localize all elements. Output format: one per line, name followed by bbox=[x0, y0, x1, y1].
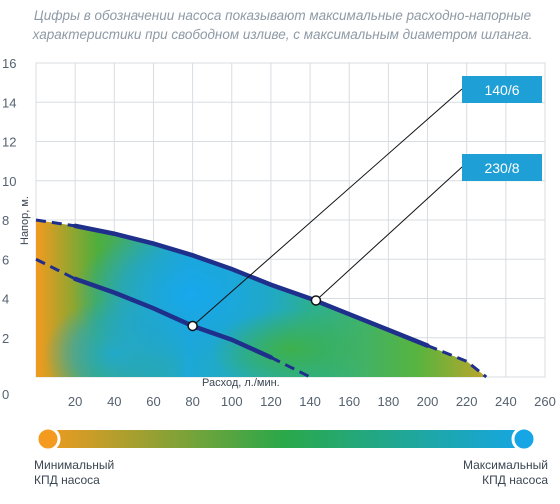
x-tick-label: 140 bbox=[299, 394, 321, 409]
y-tick-label: 10 bbox=[2, 174, 16, 189]
x-tick-label: 60 bbox=[146, 394, 160, 409]
x-tick-label: 160 bbox=[338, 394, 360, 409]
legend-min-line-2: КПД насоса bbox=[34, 473, 100, 487]
x-tick-label: 180 bbox=[378, 394, 400, 409]
x-tick-label: 100 bbox=[221, 394, 243, 409]
x-tick-label: 40 bbox=[107, 394, 121, 409]
note-line-2: характеристики при свободном изливе, с м… bbox=[32, 27, 533, 42]
callout-box bbox=[462, 154, 542, 181]
y-tick-label: 14 bbox=[2, 95, 16, 110]
y-tick-label: 4 bbox=[2, 292, 9, 307]
series-marker bbox=[187, 320, 198, 332]
y-tick-label: 16 bbox=[2, 56, 16, 71]
legend-max-line-1: Максимальный bbox=[462, 458, 548, 472]
x-tick-label: 240 bbox=[495, 394, 517, 409]
y-tick-label: 8 bbox=[2, 213, 9, 228]
efficiency-low-blob bbox=[44, 298, 185, 377]
x-tick-label: 80 bbox=[185, 394, 199, 409]
colorbar-max-knob bbox=[511, 426, 537, 452]
chart-note: Цифры в обозначении насоса показывают ма… bbox=[10, 6, 555, 44]
callouts: 140/6 230/8 bbox=[187, 76, 542, 332]
efficiency-colorbar bbox=[35, 426, 537, 452]
colorbar-min-knob bbox=[35, 426, 61, 452]
legend-max-line-2: КПД насоса bbox=[482, 473, 548, 487]
legend-min-efficiency: Минимальный КПД насоса bbox=[34, 458, 114, 488]
legend-min-line-1: Минимальный bbox=[34, 458, 115, 472]
efficiency-mid-blob bbox=[210, 309, 371, 377]
callout-label: 230/8 bbox=[484, 160, 519, 176]
callout-leader bbox=[192, 88, 463, 327]
x-tick-label: 260 bbox=[534, 394, 556, 409]
x-tick-label: 20 bbox=[68, 394, 82, 409]
colorbar-bar bbox=[40, 430, 528, 448]
callout-box bbox=[462, 76, 542, 103]
y-axis-label: Напор, м. bbox=[19, 196, 31, 245]
callout-label: 140/6 bbox=[484, 82, 519, 98]
series-dashed-end bbox=[270, 356, 311, 379]
curves bbox=[35, 218, 488, 379]
series-line bbox=[72, 223, 430, 348]
note-line-1: Цифры в обозначении насоса показывают ма… bbox=[33, 8, 532, 23]
series-dashed-start bbox=[35, 257, 76, 281]
x-axis-label: Расход, л./мин. bbox=[202, 377, 280, 389]
callout-leader bbox=[315, 166, 463, 301]
ticks: 0 2 4 6 8 10 12 14 16 20 40 60 80 100 120 140 160 180 200 2… bbox=[2, 56, 556, 409]
x-tick-label: 220 bbox=[456, 394, 478, 409]
x-tick-label: 120 bbox=[260, 394, 282, 409]
series-line bbox=[72, 276, 274, 360]
series-marker bbox=[310, 295, 322, 306]
series-dashed-start bbox=[35, 218, 76, 228]
x-tick-label: 200 bbox=[417, 394, 439, 409]
legend-max-efficiency: Максимальный КПД насоса bbox=[463, 458, 548, 488]
y-tick-label: 0 bbox=[2, 387, 9, 402]
y-tick-label: 12 bbox=[2, 135, 16, 150]
y-tick-label: 2 bbox=[2, 331, 9, 346]
y-tick-label: 6 bbox=[2, 252, 9, 267]
